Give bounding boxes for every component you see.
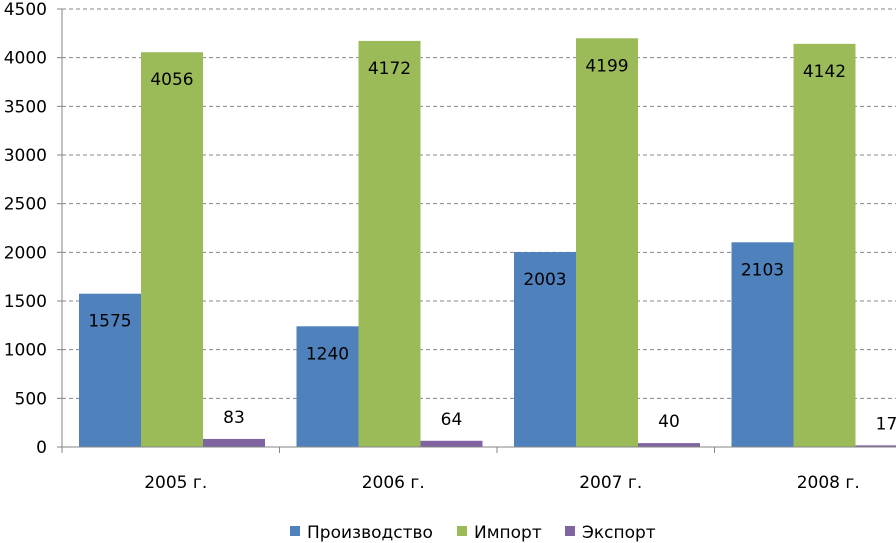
legend-item: Импорт [457,523,542,543]
y-tick-label: 4500 [4,0,47,20]
bar [793,43,856,447]
data-label: 83 [223,408,245,428]
data-label: 40 [658,412,680,432]
bar [203,438,265,447]
legend-label: Экспорт [582,523,656,543]
legend-swatch [565,526,575,536]
x-tick-label: 2007 г. [579,473,642,493]
bar [576,38,638,447]
data-label: 4172 [368,59,411,79]
data-label: 1575 [88,312,131,332]
bar [296,326,359,447]
data-label: 2103 [741,260,784,280]
y-tick-label: 2500 [4,195,47,215]
y-tick-label: 1000 [4,341,47,361]
y-tick-label: 1500 [4,292,47,312]
y-axis: 0 500 1000 1500 2000 2500 3000 3500 4000 4500 [4,0,63,458]
bar [855,445,896,447]
data-label: 4199 [585,56,628,76]
y-tick-label: 3000 [4,146,47,166]
x-tick-label: 2006 г. [362,473,425,493]
data-label: 1240 [306,344,349,364]
legend-item: Производство [290,523,433,543]
bar [420,440,483,447]
y-tick-label: 0 [36,438,47,458]
bar [638,443,700,447]
bar [358,40,421,448]
data-label: 17 [876,414,896,434]
legend-swatch [290,526,300,536]
legend-swatch [457,526,467,536]
bar [514,252,576,447]
y-tick-label: 2000 [4,243,47,263]
data-label: 64 [441,410,463,430]
legend-item: Экспорт [565,523,656,543]
y-tick-label: 3500 [4,97,47,117]
data-label: 4142 [803,62,846,82]
y-tick-label: 500 [15,389,47,409]
y-tick-label: 4000 [4,49,47,69]
data-label: 2003 [523,270,566,290]
legend-label: Производство [307,523,433,543]
data-label: 4056 [150,70,193,90]
bar [79,293,141,447]
bars [79,38,896,448]
data-labels: 1575 4056 83 1240 4172 64 2003 4199 40 2103 4142 17 [88,56,896,434]
legend-label: Импорт [474,523,542,543]
bar [731,242,794,447]
bar [141,52,203,447]
x-tick-label: 2008 г. [797,473,860,493]
x-axis: 2005 г. 2006 г. 2007 г. 2008 г. [61,446,896,493]
legend: Производство Импорт Экспорт [290,523,656,543]
x-tick-label: 2005 г. [144,473,207,493]
